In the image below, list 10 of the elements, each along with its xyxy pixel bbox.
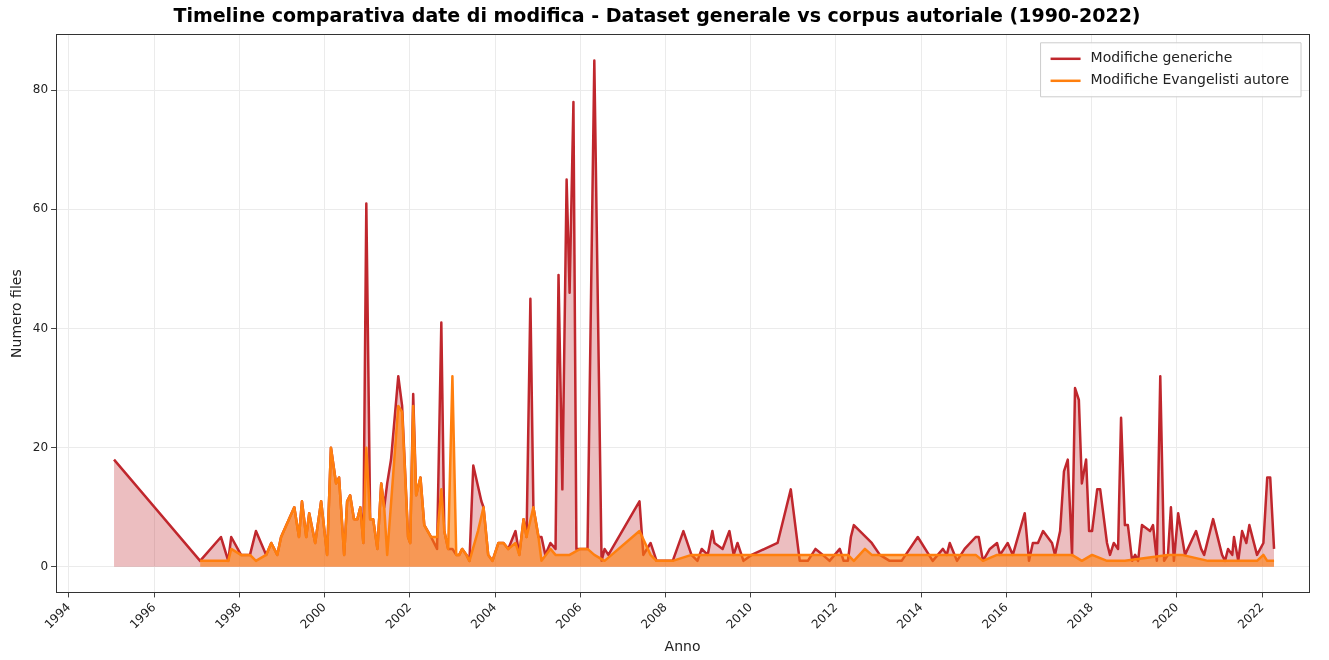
chart-title: Timeline comparativa date di modifica - Dataset generale vs corpus autoriale (1990-2022) — [173, 4, 1141, 27]
legend-label: Modifiche Evangelisti autore — [1090, 71, 1290, 88]
y-tick-label: 0 — [40, 558, 49, 573]
x-axis-title: Anno — [664, 638, 701, 655]
y-axis-title: Numero files — [8, 269, 25, 358]
y-tick-label: 60 — [32, 201, 49, 216]
y-tick-label: 40 — [32, 320, 49, 335]
y-tick-label: 20 — [32, 439, 49, 454]
y-tick-label: 80 — [32, 82, 49, 97]
legend-label: Modifiche generiche — [1090, 49, 1233, 66]
